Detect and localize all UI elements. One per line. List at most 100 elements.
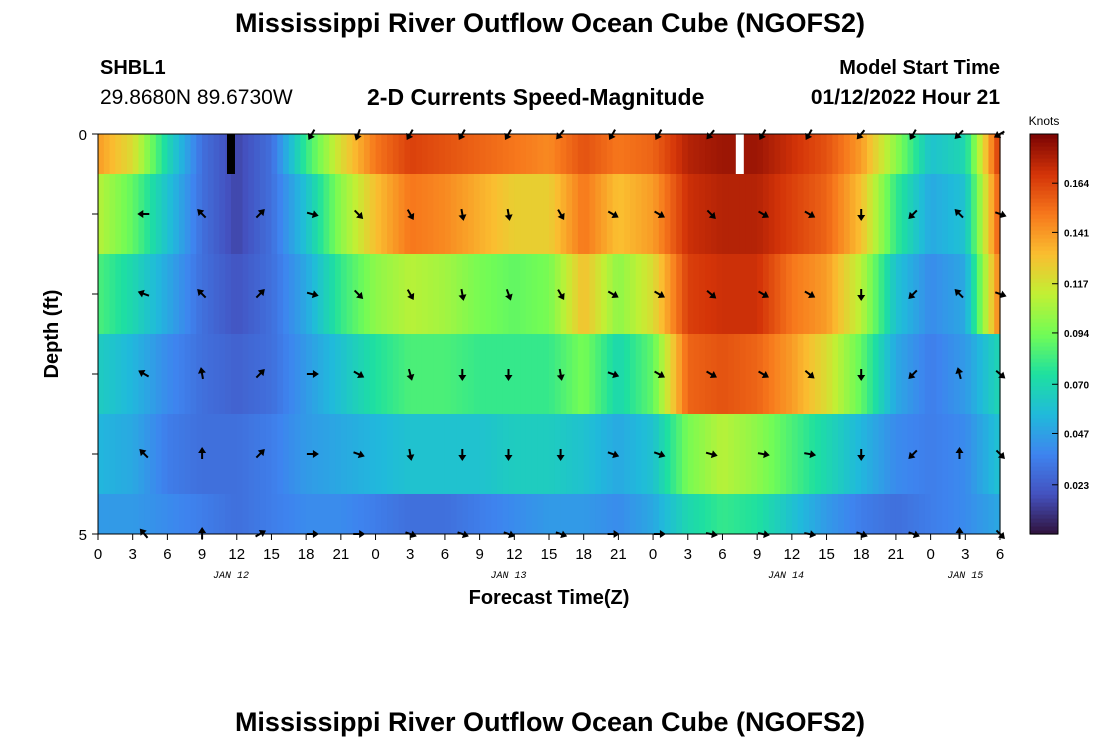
heatmap-cell [716, 134, 724, 174]
colorbar-segment [1030, 434, 1058, 439]
colorbar-segment [1030, 190, 1058, 195]
colorbar-segment [1030, 214, 1058, 219]
heatmap-cell [433, 174, 440, 254]
heatmap-cell [629, 254, 637, 334]
heatmap-cell [745, 174, 752, 254]
heatmap-cell [254, 174, 261, 254]
heatmap-cell [479, 134, 486, 174]
chart-title: Mississippi River Outflow Ocean Cube (NG… [234, 8, 866, 38]
heatmap-cell [705, 494, 712, 534]
heatmap-cell [213, 494, 221, 534]
heatmap-cell [924, 254, 932, 334]
heatmap-cell [803, 334, 810, 414]
heatmap-cell [728, 414, 735, 494]
heatmap-cell [329, 494, 336, 534]
heatmap-cell [797, 494, 805, 534]
heatmap-cell [485, 254, 492, 334]
heatmap-cell [392, 494, 400, 534]
heatmap-cell [456, 254, 463, 334]
heatmap-cell [462, 174, 469, 254]
current-arrow [706, 209, 716, 219]
heatmap-cell [132, 174, 140, 254]
heatmap-cell [872, 254, 880, 334]
heatmap-cell [219, 134, 226, 174]
heatmap-cell [838, 414, 845, 494]
heatmap-cell [606, 494, 614, 534]
heatmap-cell [277, 494, 284, 534]
colorbar-segment [1030, 246, 1058, 251]
heatmap-cell [144, 134, 151, 174]
colorbar-segment [1030, 510, 1058, 515]
current-arrow [757, 450, 770, 459]
colorbar-segment [1030, 338, 1058, 343]
heatmap-cell [947, 414, 955, 494]
colorbar-segment [1030, 410, 1058, 415]
heatmap-cell [98, 134, 105, 174]
current-arrow [804, 450, 817, 459]
heatmap-cell [283, 174, 290, 254]
heatmap-cell [924, 174, 932, 254]
heatmap-cell [959, 174, 966, 254]
heatmap-cell [554, 414, 562, 494]
heatmap-cell [693, 414, 700, 494]
heatmap-cell [601, 334, 608, 414]
heatmap-cell [647, 414, 654, 494]
heatmap-cell [953, 414, 961, 494]
heatmap-cell [537, 334, 544, 414]
heatmap-cell [196, 334, 203, 414]
heatmap-cell [363, 134, 371, 174]
heatmap-cell [283, 494, 290, 534]
heatmap-cell [716, 174, 724, 254]
current-arrow [353, 450, 365, 459]
heatmap-cell [982, 254, 990, 334]
heatmap-cell [803, 494, 810, 534]
current-arrow [556, 449, 565, 461]
colorbar-segment [1030, 350, 1058, 355]
heatmap-cell [988, 334, 995, 414]
heatmap-cell [485, 334, 492, 414]
heatmap-cell [491, 334, 498, 414]
heatmap-cell [121, 134, 128, 174]
colorbar-segment [1030, 422, 1058, 427]
heatmap-cell [444, 414, 452, 494]
colorbar-segment [1030, 530, 1058, 535]
heatmap-cell [335, 494, 342, 534]
colorbar-segment [1030, 418, 1058, 423]
heatmap-cell [427, 494, 434, 534]
heatmap-cell [566, 134, 573, 174]
heatmap-cell [381, 414, 388, 494]
colorbar-tick-label: 0.117 [1064, 280, 1089, 291]
heatmap-cell [161, 134, 168, 174]
heatmap-cell [832, 334, 839, 414]
heatmap-cell [878, 494, 885, 534]
heatmap-cell [867, 414, 874, 494]
x-tick-label: 21 [333, 546, 350, 563]
colorbar-segment [1030, 222, 1058, 227]
heatmap-cell [791, 254, 799, 334]
heatmap-cell [207, 414, 215, 494]
heatmap-cell [803, 254, 810, 334]
heatmap-cell [404, 334, 411, 414]
heatmap-cell [358, 494, 365, 534]
heatmap-cell [427, 174, 434, 254]
current-arrow [857, 209, 866, 221]
heatmap-cell [427, 334, 434, 414]
heatmap-cell [323, 334, 330, 414]
heatmap-cell [346, 134, 354, 174]
heatmap-cell [549, 494, 556, 534]
heatmap-cell [427, 414, 434, 494]
heatmap-cell [433, 334, 440, 414]
heatmap-cell [930, 134, 937, 174]
heatmap-cell [913, 494, 920, 534]
heatmap-cell [797, 254, 805, 334]
heatmap-cell [132, 494, 140, 534]
x-tick-label: 3 [961, 546, 969, 563]
current-arrow [197, 367, 206, 380]
heatmap-cell [734, 414, 741, 494]
heatmap-cell [531, 174, 539, 254]
heatmap-cell [577, 494, 585, 534]
heatmap-cell [618, 334, 625, 414]
colorbar-segment [1030, 318, 1058, 323]
heatmap-cell [259, 134, 267, 174]
heatmap-cell [751, 334, 758, 414]
